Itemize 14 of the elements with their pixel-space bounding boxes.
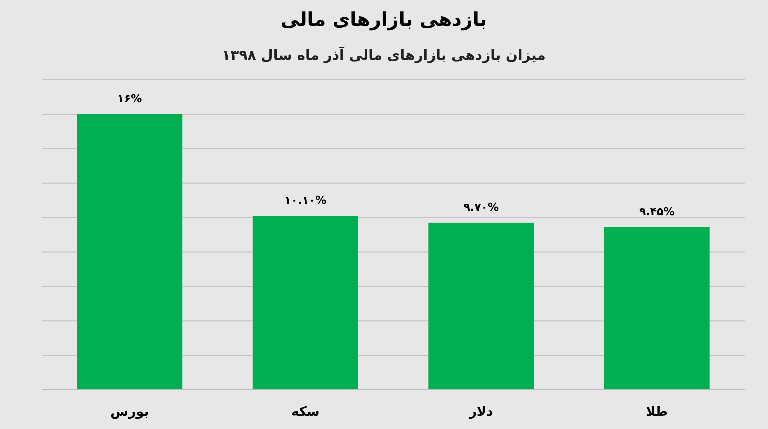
- data-label: ۱۰.۱۰%: [284, 194, 327, 208]
- bar: [604, 227, 710, 390]
- x-tick-label: طلا: [646, 405, 668, 420]
- data-label: ۱۶%: [118, 92, 142, 106]
- x-tick-label: سکه: [292, 405, 320, 420]
- x-tick-label: بورس: [110, 405, 150, 420]
- chart-subtitle: میزان بازدهی بازارهای مالی آذر ماه سال ۱۳۹۸: [222, 46, 546, 64]
- data-label: ۹.۷۰%: [464, 200, 500, 214]
- chart-title: بازدهی بازارهای مالی: [280, 9, 488, 31]
- x-tick-label: دلار: [468, 405, 494, 420]
- bar: [428, 222, 534, 390]
- data-label: ۹.۴۵%: [639, 205, 675, 218]
- bar: [77, 114, 183, 390]
- bar: [252, 216, 358, 390]
